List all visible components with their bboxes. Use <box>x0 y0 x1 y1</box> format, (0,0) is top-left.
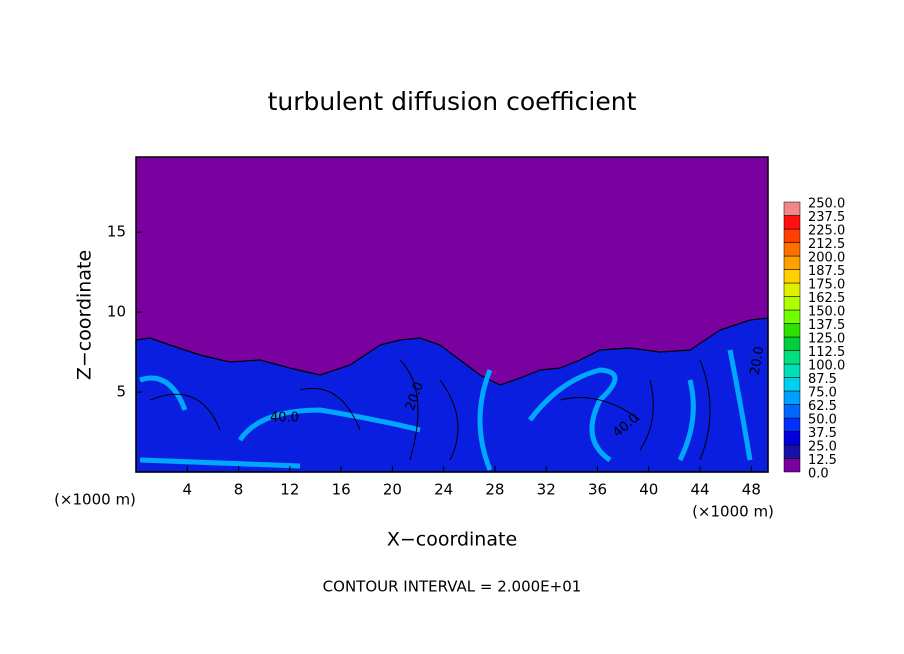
plot-field <box>135 157 769 473</box>
x-tick-label: 36 <box>588 481 607 499</box>
colorbar-swatch <box>783 350 801 365</box>
colorbar-label: 200.0 <box>808 251 845 266</box>
x-unit: (×1000 m) <box>692 503 774 521</box>
y-axis-title: Z−coordinate <box>74 250 96 380</box>
colorbar-swatch <box>783 390 801 405</box>
colorbar-label: 87.5 <box>808 372 837 387</box>
x-tick-label: 4 <box>183 481 193 499</box>
colorbar-swatch <box>783 228 801 243</box>
colorbar-swatch <box>783 404 801 419</box>
y-tick-label: 10 <box>107 303 126 321</box>
x-tick-label: 8 <box>234 481 244 499</box>
x-tick-label: 16 <box>332 481 351 499</box>
colorbar-label: 100.0 <box>808 359 845 374</box>
colorbar-swatch <box>783 336 801 351</box>
colorbar-swatch <box>783 215 801 230</box>
colorbar-label: 12.5 <box>808 453 837 468</box>
y-tick-label: 15 <box>107 223 126 241</box>
colorbar-label: 62.5 <box>808 399 837 414</box>
colorbar-swatch <box>783 201 801 216</box>
colorbar-swatch <box>783 255 801 270</box>
colorbar-label: 250.0 <box>808 197 845 212</box>
x-tick-label: 12 <box>280 481 299 499</box>
x-tick-label: 32 <box>537 481 556 499</box>
colorbar-label: 112.5 <box>808 345 845 360</box>
colorbar-label: 187.5 <box>808 264 845 279</box>
colorbar-swatch <box>783 458 801 473</box>
colorbar-swatch <box>783 377 801 392</box>
colorbar-swatch <box>783 444 801 459</box>
colorbar-swatch <box>783 431 801 446</box>
colorbar-label: 212.5 <box>808 237 845 252</box>
colorbar-label: 225.0 <box>808 224 845 239</box>
colorbar-swatch <box>783 242 801 257</box>
x-tick-label: 24 <box>434 481 453 499</box>
colorbar-swatch <box>783 296 801 311</box>
colorbar-label: 0.0 <box>808 467 829 482</box>
field-swirl <box>139 349 753 471</box>
x-tick-label: 44 <box>691 481 710 499</box>
colorbar-label: 25.0 <box>808 440 837 455</box>
x-tick-label: 28 <box>485 481 504 499</box>
colorbar-label: 50.0 <box>808 413 837 428</box>
chart-title: turbulent diffusion coefficient <box>268 87 637 116</box>
colorbar-swatch <box>783 309 801 324</box>
colorbar-swatch <box>783 269 801 284</box>
x-tick-label: 40 <box>639 481 658 499</box>
colorbar-swatch <box>783 363 801 378</box>
colorbar-label: 150.0 <box>808 305 845 320</box>
x-tick-label: 48 <box>742 481 761 499</box>
colorbar-swatch <box>783 282 801 297</box>
colorbar-label: 137.5 <box>808 318 845 333</box>
plot-frame <box>135 156 769 473</box>
colorbar-label: 75.0 <box>808 386 837 401</box>
field-swirl-dark <box>149 359 711 461</box>
contour-label: 40.0 <box>270 411 299 426</box>
colorbar-label: 175.0 <box>808 278 845 293</box>
colorbar-swatch <box>783 417 801 432</box>
x-axis-title: X−coordinate <box>387 529 517 551</box>
colorbar-label: 237.5 <box>808 210 845 225</box>
field-turbulent-layer <box>135 317 769 473</box>
y-unit: (×1000 m) <box>54 491 136 509</box>
colorbar-swatch <box>783 323 801 338</box>
colorbar-label: 37.5 <box>808 426 837 441</box>
x-tick-label: 20 <box>383 481 402 499</box>
y-tick-label: 5 <box>116 383 126 401</box>
colorbar-label: 162.5 <box>808 291 845 306</box>
contour-label: 20.0 <box>748 345 768 376</box>
footer: CONTOUR INTERVAL = 2.000E+01 <box>323 578 582 596</box>
colorbar-label: 125.0 <box>808 332 845 347</box>
colorbar: 0.012.525.037.550.062.575.087.5100.0112.… <box>783 197 845 482</box>
